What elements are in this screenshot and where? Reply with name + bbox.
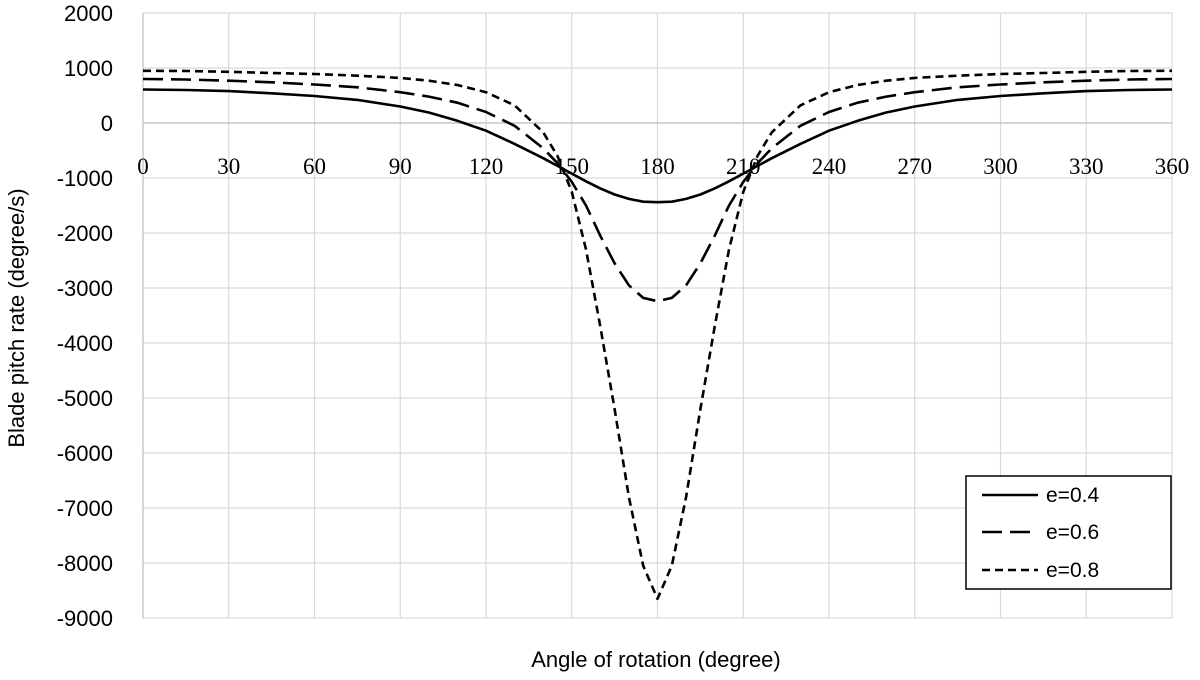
legend: e=0.4 e=0.6 e=0.8 bbox=[965, 475, 1172, 590]
x-tick-label-11: 330 bbox=[1069, 154, 1104, 179]
legend-label-e04: e=0.4 bbox=[1046, 484, 1099, 507]
series-lines bbox=[142, 69, 1173, 601]
x-tick-label-9: 270 bbox=[898, 154, 933, 179]
legend-label-e06: e=0.6 bbox=[1046, 521, 1099, 544]
y-tick-label-2: 0 bbox=[101, 111, 113, 136]
y-tick-label-3: -1000 bbox=[57, 166, 113, 191]
x-tick-labels: 0 30 60 90 120 150 180 210 240 270 300 330 360 bbox=[137, 154, 1189, 179]
y-tick-label-4: -2000 bbox=[57, 221, 113, 246]
x-tick-label-2: 60 bbox=[303, 154, 326, 179]
x-tick-label-0: 0 bbox=[137, 154, 149, 179]
x-tick-label-1: 30 bbox=[217, 154, 240, 179]
y-tick-label-11: -9000 bbox=[57, 606, 113, 631]
x-axis-title: Angle of rotation (degree) bbox=[531, 647, 781, 672]
legend-label-e08: e=0.8 bbox=[1046, 559, 1099, 582]
y-axis-title: Blade pitch rate (degree/s) bbox=[4, 188, 29, 447]
series-line-3 bbox=[142, 69, 1173, 601]
x-tick-label-8: 240 bbox=[812, 154, 847, 179]
x-tick-label-6: 180 bbox=[640, 154, 675, 179]
y-tick-label-9: -7000 bbox=[57, 496, 113, 521]
x-tick-label-10: 300 bbox=[983, 154, 1018, 179]
y-tick-labels: 2000 1000 0 -1000 -2000 -3000 -4000 -5000 -6000 -… bbox=[57, 1, 113, 631]
y-tick-label-1: 1000 bbox=[64, 56, 113, 81]
series-line-1 bbox=[142, 88, 1173, 204]
y-tick-label-7: -5000 bbox=[57, 386, 113, 411]
y-tick-label-5: -3000 bbox=[57, 276, 113, 301]
y-tick-label-6: -4000 bbox=[57, 331, 113, 356]
series-line-2 bbox=[142, 77, 1173, 303]
x-tick-label-4: 120 bbox=[469, 154, 504, 179]
y-tick-label-8: -6000 bbox=[57, 441, 113, 466]
y-tick-label-10: -8000 bbox=[57, 551, 113, 576]
x-tick-label-12: 360 bbox=[1155, 154, 1190, 179]
y-tick-label-0: 2000 bbox=[64, 1, 113, 26]
x-tick-label-3: 90 bbox=[389, 154, 412, 179]
